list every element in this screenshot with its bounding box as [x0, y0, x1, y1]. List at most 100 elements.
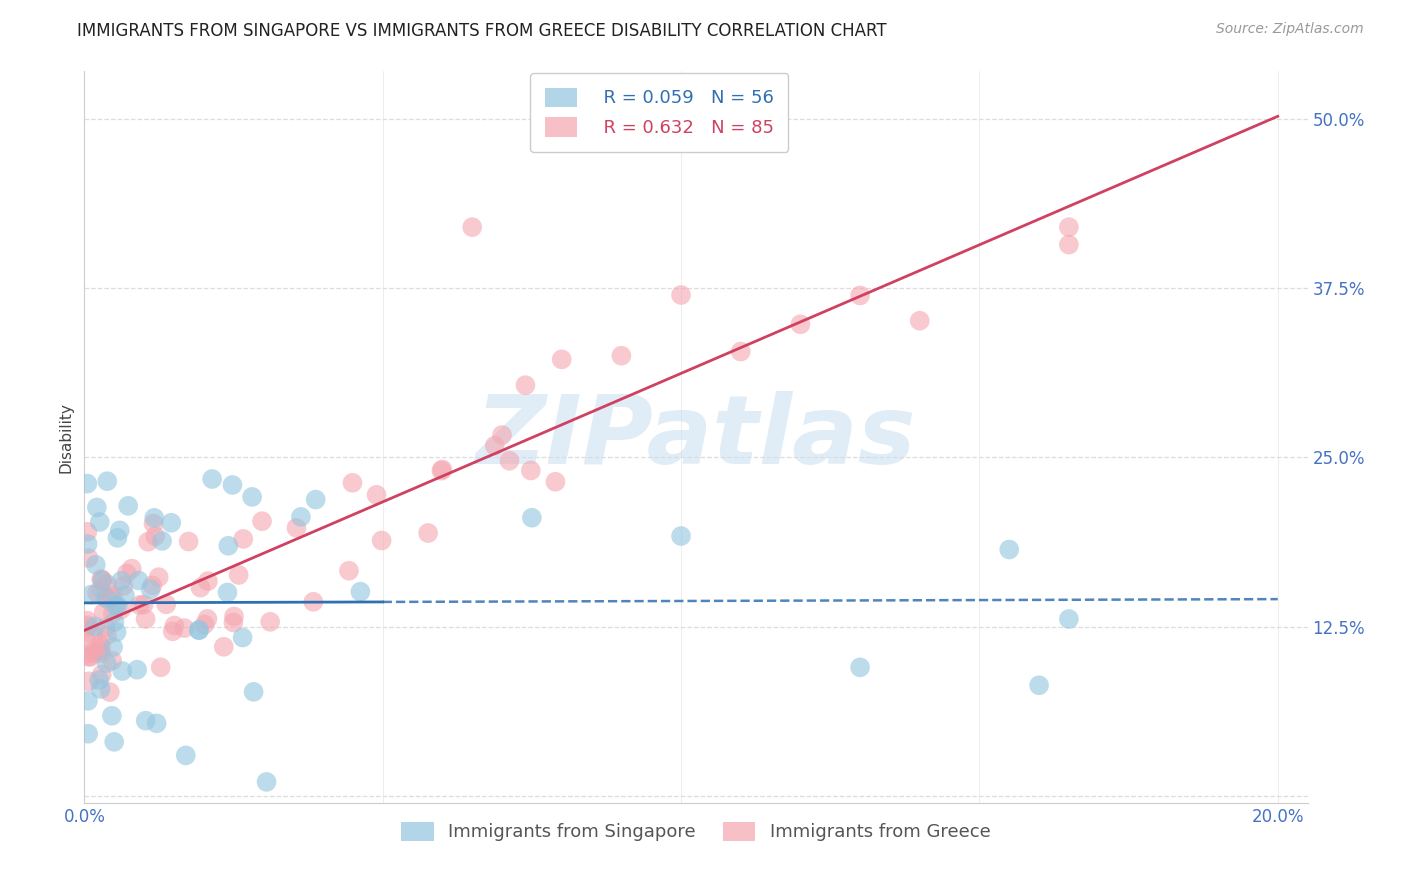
Point — [76, 647, 98, 661]
Point — [135, 714, 157, 728]
Point — [76, 634, 98, 648]
Point — [115, 566, 138, 581]
Point — [290, 509, 312, 524]
Point — [222, 615, 245, 630]
Point — [217, 585, 239, 599]
Point — [242, 685, 264, 699]
Text: IMMIGRANTS FROM SINGAPORE VS IMMIGRANTS FROM GREECE DISABILITY CORRELATION CHART: IMMIGRANTS FROM SINGAPORE VS IMMIGRANTS … — [77, 22, 887, 40]
Point — [89, 673, 111, 687]
Point — [201, 472, 224, 486]
Point — [93, 605, 115, 619]
Point — [520, 510, 543, 524]
Point — [998, 542, 1021, 557]
Point — [212, 640, 235, 654]
Point — [173, 621, 195, 635]
Point — [908, 314, 931, 328]
Point — [76, 476, 98, 491]
Point — [849, 660, 872, 674]
Point — [1057, 237, 1080, 252]
Point — [515, 378, 537, 392]
Point — [143, 511, 166, 525]
Point — [121, 561, 143, 575]
Point — [174, 748, 197, 763]
Point — [90, 681, 112, 696]
Point — [669, 529, 692, 543]
Point — [76, 614, 98, 628]
Point — [150, 533, 173, 548]
Point — [82, 628, 104, 642]
Point — [302, 595, 325, 609]
Point — [110, 602, 132, 616]
Point — [76, 524, 98, 539]
Point — [155, 598, 177, 612]
Point — [141, 578, 163, 592]
Point — [163, 618, 186, 632]
Point — [101, 640, 124, 654]
Text: Source: ZipAtlas.com: Source: ZipAtlas.com — [1216, 22, 1364, 37]
Point — [110, 574, 132, 588]
Point — [77, 551, 100, 566]
Point — [128, 598, 150, 612]
Point — [104, 599, 127, 613]
Point — [89, 515, 111, 529]
Point — [342, 475, 364, 490]
Point — [96, 577, 118, 591]
Point — [96, 628, 118, 642]
Point — [162, 624, 184, 639]
Point — [217, 539, 239, 553]
Point — [107, 599, 129, 613]
Point — [112, 579, 135, 593]
Point — [86, 500, 108, 515]
Point — [221, 478, 243, 492]
Point — [188, 623, 211, 637]
Point — [143, 529, 166, 543]
Point — [1028, 678, 1050, 692]
Point — [101, 708, 124, 723]
Point — [197, 574, 219, 588]
Point — [77, 674, 100, 689]
Point — [416, 526, 439, 541]
Point — [259, 615, 281, 629]
Point — [77, 727, 100, 741]
Point — [90, 646, 112, 660]
Point — [107, 531, 129, 545]
Point — [91, 573, 114, 587]
Point — [849, 288, 872, 302]
Point — [232, 532, 254, 546]
Point — [190, 581, 212, 595]
Point — [232, 631, 254, 645]
Point — [127, 663, 149, 677]
Point — [84, 619, 107, 633]
Point — [370, 533, 392, 548]
Point — [432, 462, 454, 476]
Point — [87, 644, 110, 658]
Point — [789, 318, 811, 332]
Point — [100, 591, 122, 605]
Point — [77, 649, 100, 664]
Point — [461, 220, 484, 235]
Point — [97, 592, 120, 607]
Point — [111, 664, 134, 678]
Point — [520, 463, 543, 477]
Point — [98, 685, 121, 699]
Point — [222, 609, 245, 624]
Point — [148, 570, 170, 584]
Point — [76, 620, 98, 634]
Point — [114, 588, 136, 602]
Point — [491, 428, 513, 442]
Point — [101, 654, 124, 668]
Point — [77, 694, 100, 708]
Point — [84, 558, 107, 572]
Point — [197, 612, 219, 626]
Point — [83, 646, 105, 660]
Point — [89, 637, 111, 651]
Point — [430, 464, 453, 478]
Point — [193, 617, 215, 632]
Point — [90, 572, 112, 586]
Point — [96, 474, 118, 488]
Point — [145, 716, 167, 731]
Point — [90, 582, 112, 597]
Point — [730, 344, 752, 359]
Point — [80, 588, 103, 602]
Point — [187, 623, 209, 637]
